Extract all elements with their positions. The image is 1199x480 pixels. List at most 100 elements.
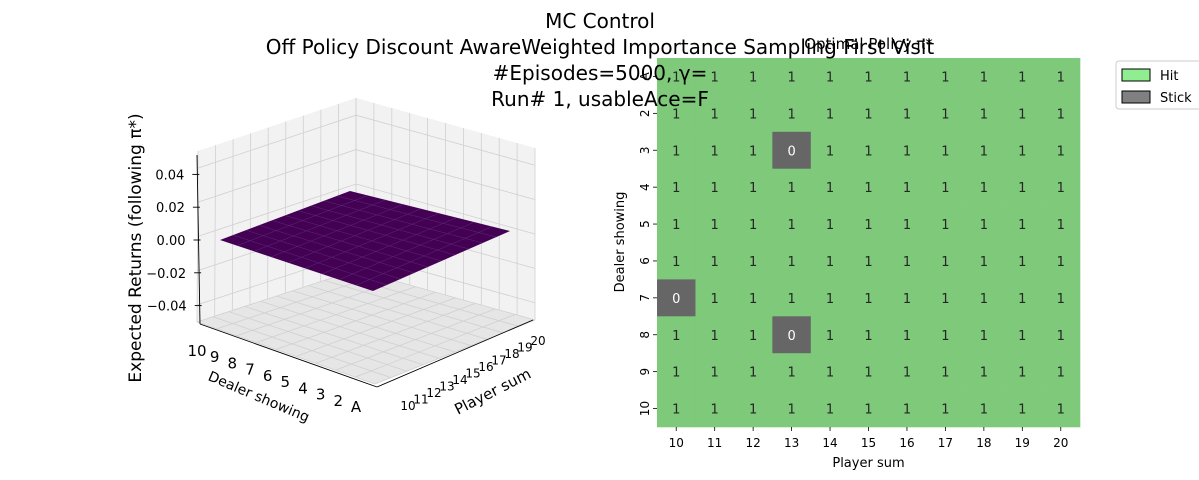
surface-mesh-line [271, 220, 428, 268]
heatmap-cell [887, 316, 927, 354]
heatmap-cell [695, 58, 735, 96]
heatmap-cell-label: 1 [826, 329, 834, 344]
heatmap-cell [772, 279, 812, 317]
z-grid-line [197, 183, 536, 237]
heatmap-cell-label: 1 [1057, 218, 1065, 233]
y-tick-label: 6 [638, 257, 652, 265]
surface-mesh-line [304, 212, 439, 269]
heatmap-cell-label: 1 [826, 255, 834, 270]
heatmap-cell [1003, 58, 1042, 96]
z-axis-label: Expected Returns (following π*) [126, 113, 146, 382]
heatmap-cell-label: 1 [826, 181, 834, 196]
figure-suptitle: MC Control Off Policy Discount AwareWeig… [266, 9, 935, 111]
heatmap-cell [926, 390, 965, 428]
heatmap-cell-label: 1 [903, 107, 911, 122]
heatmap-cell [733, 94, 773, 133]
floor-grid-line [308, 285, 488, 340]
heatmap-cell-label: 1 [1018, 403, 1026, 418]
heatmap-cell-label: 1 [672, 181, 680, 196]
heatmap-cell [926, 279, 965, 317]
heatmap-cell-label: 1 [941, 255, 949, 270]
x-tick-label: 11 [707, 436, 722, 450]
surface-mesh-line [310, 205, 469, 250]
dealer-tick-label: 8 [228, 354, 238, 372]
floor-grid-line [212, 316, 392, 378]
heatmap-cell [926, 94, 965, 133]
surface-mesh-line [236, 195, 368, 246]
z-tick-label: 0.02 [156, 201, 185, 216]
surface-mesh-line [297, 210, 456, 256]
x-tick-label: 13 [784, 436, 799, 450]
heatmap-cell-label: 1 [864, 255, 872, 270]
surface-mesh-line [245, 229, 401, 280]
heatmap-cell [810, 168, 850, 206]
player-tick-label: 18 [504, 347, 519, 361]
heatmap-cell [772, 316, 812, 354]
heatmap-cell [733, 131, 773, 169]
surface [220, 191, 510, 291]
surface-mesh-line [284, 215, 442, 262]
heatmap-cell-label: 1 [980, 329, 988, 344]
heatmap-cell-label: 1 [749, 255, 757, 270]
floor-grid-line [292, 290, 472, 346]
legend-swatch-stick [1121, 90, 1151, 104]
heatmap-cell-label: 1 [711, 366, 719, 381]
heatmap-cell [887, 242, 927, 280]
heatmap-cell [657, 131, 696, 169]
y-tick-label: 2 [638, 110, 652, 118]
heatmap-cell-label: 1 [1057, 144, 1065, 159]
heatmap-cell-label: 0 [672, 292, 680, 307]
heatmap-cell [772, 205, 812, 243]
heatmap-cell [964, 242, 1004, 280]
heatmap-cell [733, 353, 773, 391]
heatmap-cell-label: 1 [903, 366, 911, 381]
heatmap-cell-label: 1 [1018, 70, 1026, 85]
heatmap-cell-label: 1 [864, 181, 872, 196]
surface-mesh-line [258, 225, 415, 274]
heatmap-cell [849, 205, 889, 243]
heatmap-cell-label: 1 [903, 70, 911, 85]
heatmap-cell [964, 353, 1004, 391]
x-tick-label: 20 [1053, 436, 1068, 450]
heatmap-cell [964, 279, 1004, 317]
y-tick-label: 5 [638, 220, 652, 228]
heatmap-cell [772, 353, 812, 391]
heatmap-x-label: Player sum [832, 456, 904, 471]
heatmap-cell [887, 205, 927, 243]
floor-grid-line [244, 306, 424, 366]
heatmap-cell [695, 94, 735, 133]
heatmap-cell [887, 168, 927, 206]
heatmap-cell-label: 1 [941, 107, 949, 122]
heatmap-cell-label: 1 [980, 366, 988, 381]
heatmap-cell-label: 1 [711, 107, 719, 122]
heatmap-cell [657, 58, 696, 96]
heatmap-cell [926, 131, 965, 169]
heatmap-cell [887, 390, 927, 428]
heatmap-cell-label: 1 [980, 70, 988, 85]
surface-mesh-line [355, 226, 493, 286]
heatmap-cell [810, 242, 850, 280]
player-tick-label: 19 [517, 341, 532, 355]
heatmap-cell-label: 1 [826, 292, 834, 307]
heatmap-cell [887, 131, 927, 169]
heatmap-cell-label: 1 [980, 107, 988, 122]
dealer-tick-label: A [351, 398, 362, 416]
dealer-tick-label: 2 [334, 392, 344, 410]
heatmap-cell [772, 94, 812, 133]
x-tick-label: 10 [669, 436, 684, 450]
heatmap-cell-label: 1 [864, 144, 872, 159]
heatmap-cell-label: 1 [864, 107, 872, 122]
heatmap-cell [733, 168, 773, 206]
heatmap-cell [733, 205, 773, 243]
heatmap-cell [964, 390, 1004, 428]
heatmap-cell-label: 1 [1057, 403, 1065, 418]
heatmap-cell-label: 1 [941, 144, 949, 159]
heatmap-y-label: Dealer showing [613, 192, 628, 293]
surface-mesh-line [323, 200, 483, 244]
heatmap-cell-label: 1 [711, 181, 719, 196]
x-tick-label: 14 [822, 436, 837, 450]
player-tick-label: 10 [400, 399, 415, 413]
heatmap-cell [1003, 316, 1042, 354]
y-tick-label: A [638, 72, 652, 81]
